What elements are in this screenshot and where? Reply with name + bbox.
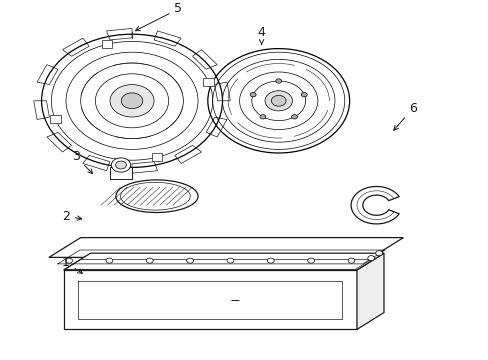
Bar	[203, 78, 214, 86]
Circle shape	[367, 256, 374, 261]
Circle shape	[264, 91, 292, 111]
Polygon shape	[62, 38, 89, 56]
Text: 2: 2	[62, 210, 81, 222]
Text: 4: 4	[257, 26, 265, 45]
Bar	[50, 115, 61, 123]
Circle shape	[110, 85, 154, 117]
Bar	[151, 153, 162, 161]
Circle shape	[65, 258, 72, 263]
Polygon shape	[175, 145, 201, 163]
Text: 3: 3	[72, 150, 92, 174]
Circle shape	[271, 95, 285, 106]
Circle shape	[226, 258, 233, 263]
Polygon shape	[206, 117, 226, 137]
Polygon shape	[82, 156, 110, 171]
Polygon shape	[356, 253, 383, 329]
Polygon shape	[49, 238, 403, 257]
Polygon shape	[214, 82, 230, 101]
Circle shape	[275, 79, 281, 83]
Polygon shape	[47, 132, 71, 152]
Bar	[110, 167, 132, 179]
Circle shape	[267, 258, 274, 263]
Polygon shape	[116, 180, 198, 212]
Polygon shape	[37, 65, 58, 85]
Circle shape	[115, 161, 126, 169]
Circle shape	[146, 258, 153, 263]
Circle shape	[205, 47, 351, 155]
Circle shape	[186, 258, 193, 263]
Polygon shape	[192, 50, 217, 69]
Polygon shape	[350, 186, 398, 224]
Circle shape	[39, 32, 224, 169]
Polygon shape	[132, 162, 157, 173]
Circle shape	[121, 93, 142, 109]
Circle shape	[301, 93, 306, 97]
Text: 1: 1	[62, 256, 82, 273]
Text: 6: 6	[393, 102, 416, 130]
Circle shape	[106, 258, 113, 263]
Circle shape	[111, 158, 130, 172]
Bar	[102, 40, 112, 48]
Circle shape	[307, 258, 314, 263]
Polygon shape	[34, 101, 49, 120]
Circle shape	[347, 258, 354, 263]
Polygon shape	[106, 28, 132, 40]
Circle shape	[260, 114, 265, 119]
Circle shape	[250, 93, 256, 97]
Circle shape	[375, 251, 382, 256]
Polygon shape	[154, 31, 181, 46]
Polygon shape	[63, 253, 383, 270]
Polygon shape	[63, 270, 356, 329]
Text: 5: 5	[135, 3, 182, 31]
Circle shape	[291, 114, 297, 119]
